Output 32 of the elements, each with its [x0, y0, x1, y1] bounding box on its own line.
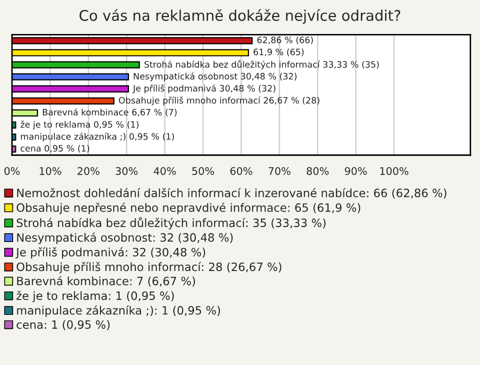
text: manipulace zákazníka ;) 0,95 % (1): [21, 132, 174, 142]
legend-label: Nemožnost dohledání dalších informací k inzerované nabídce: 66 (62,86 %): [17, 188, 446, 199]
x-tick-label: 40%: [154, 167, 176, 175]
legend-label: Barevná kombinace: 7 (6,67 %): [17, 276, 195, 287]
x-tick-label: 10%: [40, 167, 62, 175]
x-tick-label: 100%: [380, 167, 408, 175]
text: Obsahuje příliš mnoho informací 26,67 % (28): [118, 96, 320, 106]
legend-label: Strohá nabídka bez důležitých informací: 35 (33,33 %): [16, 217, 326, 230]
x-tick-label: 80%: [306, 167, 329, 175]
text: 62,86 % (66): [257, 36, 313, 44]
x-tick-label: 30%: [116, 167, 138, 175]
text: cena 0,95 % (1): [20, 144, 90, 153]
text: Je příliš podmanivá 30,48 % (32): [132, 84, 276, 94]
legend-label: cena: 1 (0,95 %): [16, 320, 110, 330]
legend-label: Nesympatická osobnost: 32 (30,48 %): [17, 232, 233, 244]
chart-title: Co vás na reklamně dokáže nejvíce odradit?: [80, 9, 400, 24]
text: Strohá nabídka bez důležitých informací 33,33 % (35): [144, 60, 379, 70]
x-tick-label: 90%: [344, 167, 367, 175]
legend-label: Obsahuje příliš mnoho informací: 28 (26,67 %): [16, 262, 282, 274]
text: že je to reklama 0,95 % (1): [20, 120, 138, 130]
text: 61,9 % (65): [254, 48, 304, 56]
x-tick-label: 60%: [230, 167, 252, 175]
legend-label: Obsahuje nepřesné nebo nepravdivé informace: 65 (61,9 %): [16, 202, 360, 214]
x-tick-label: 20%: [78, 167, 100, 175]
legend-label: manipulace zákazníka ;): 1 (0,95 %): [17, 305, 220, 317]
text: Nesympatická osobnost 30,48 % (32): [134, 72, 296, 82]
text: Barevná kombinace 6,67 % (7): [42, 108, 177, 117]
legend-label: že je to reklama: 1 (0,95 %): [16, 290, 174, 302]
x-tick-label: 50%: [192, 167, 214, 175]
x-tick-label: 70%: [268, 167, 290, 175]
x-tick-label: 0%: [4, 167, 20, 175]
legend-label: Je příliš podmanivá: 32 (30,48 %): [15, 247, 206, 259]
